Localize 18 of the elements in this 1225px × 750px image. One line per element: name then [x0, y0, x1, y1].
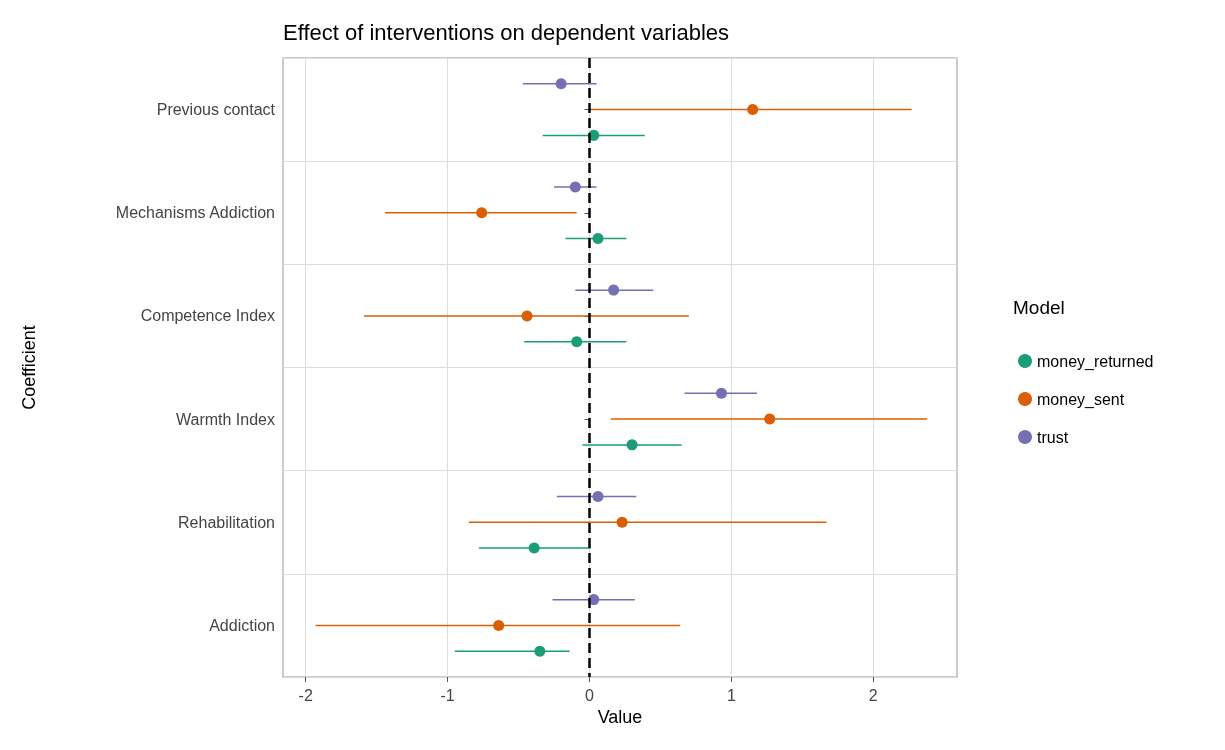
y-tick-label: Addiction	[209, 616, 275, 634]
legend-label: money_returned	[1037, 352, 1154, 371]
x-tick-label: 2	[868, 686, 878, 704]
x-tick-label: -2	[298, 686, 313, 704]
legend-label: trust	[1037, 428, 1069, 446]
x-tick-label: 1	[726, 686, 736, 704]
y-tick-label: Warmth Index	[176, 410, 275, 428]
legend-title: Model	[1013, 297, 1065, 318]
legend-label: money_sent	[1037, 390, 1125, 409]
y-tick-label: Competence Index	[140, 307, 275, 325]
chart-title: Effect of interventions on dependent variables	[283, 19, 730, 45]
x-tick-label: -1	[440, 686, 455, 704]
y-tick-label: Previous contact	[156, 101, 276, 119]
y-axis-title: Coefficient	[19, 325, 39, 410]
y-tick-label: Rehabilitation	[178, 513, 275, 531]
x-tick-label: 0	[585, 686, 595, 704]
x-axis-title: Value	[597, 706, 643, 727]
y-tick-label: Mechanisms Addiction	[115, 204, 275, 222]
